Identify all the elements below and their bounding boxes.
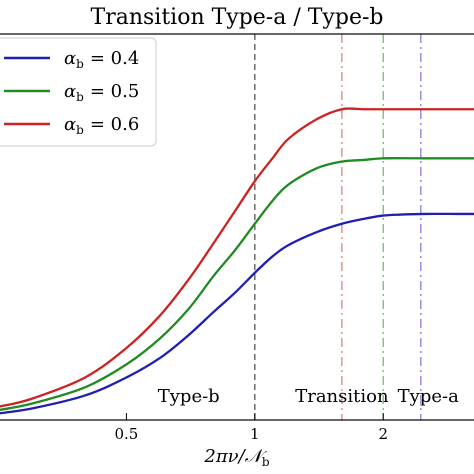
legend-box	[0, 37, 157, 147]
series-line-2	[0, 107, 474, 408]
region-annotations: Type-b Transition Type-a	[158, 386, 459, 407]
x-axis-label: 2πν/𝒩b	[203, 446, 270, 469]
x-axis-ticks: 0.5 1 2	[114, 413, 388, 443]
vertical-markers	[254, 34, 422, 420]
x-tick-label-1: 1	[250, 425, 260, 443]
x-tick-label-2: 2	[378, 425, 388, 443]
region-label-2: Type-a	[398, 386, 459, 407]
plot-frame	[0, 33, 474, 421]
chart-title: Transition Type-a / Type-b	[91, 5, 384, 30]
legend-label-1: αb = 0.5	[64, 81, 139, 104]
legend-label-2: αb = 0.6	[64, 114, 139, 137]
region-label-1: Transition	[295, 386, 389, 407]
legend-label-0: αb = 0.4	[64, 48, 139, 71]
x-tick-label-0: 0.5	[114, 425, 138, 443]
series-lines	[0, 107, 474, 415]
legend: αb = 0.4 αb = 0.5 αb = 0.6	[0, 37, 157, 147]
series-line-0	[0, 212, 474, 415]
series-line-1	[0, 157, 474, 411]
region-label-0: Type-b	[158, 386, 220, 407]
